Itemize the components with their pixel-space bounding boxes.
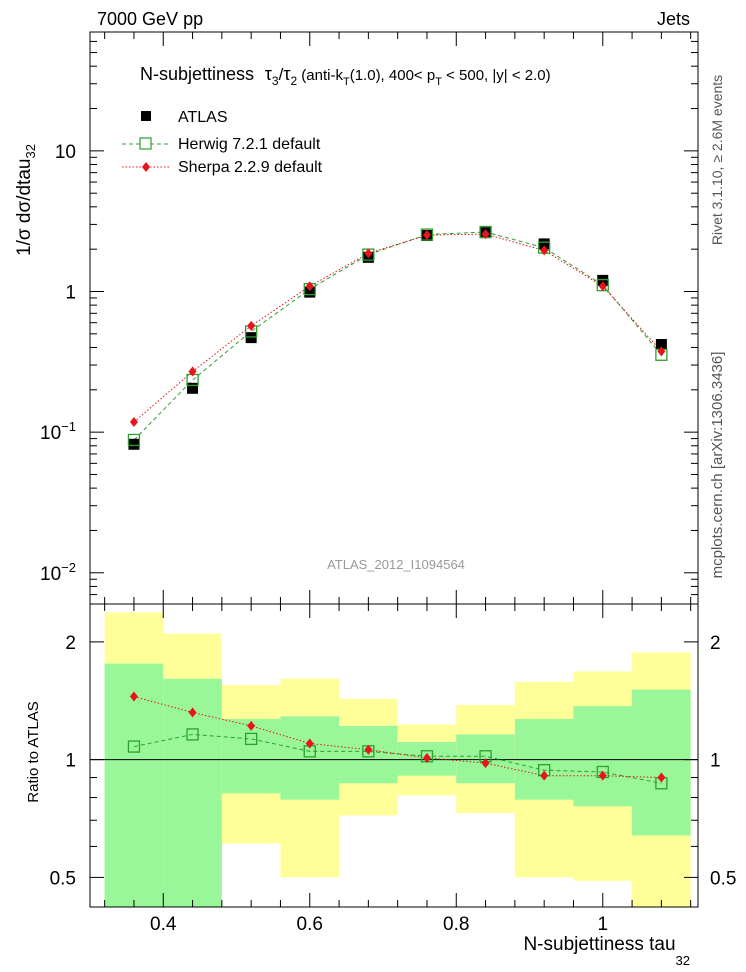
title-tau2-sub: 2 xyxy=(290,74,297,88)
ratio-line-sherpa xyxy=(133,696,662,778)
legend-label-herwig: Herwig 7.2.1 default xyxy=(178,136,321,153)
data-point-sherpa xyxy=(364,248,373,259)
data-point-atlas xyxy=(245,332,257,344)
main-y-axis-label: 1/σ dσ/dtau32 xyxy=(14,144,38,256)
inner-uncertainty-band xyxy=(573,706,633,807)
ratio-y-tick-label: 2 xyxy=(65,633,76,654)
data-point-sherpa xyxy=(598,770,607,781)
data-point-atlas xyxy=(597,274,609,286)
data-point-sherpa xyxy=(657,772,666,783)
header-process: Jets xyxy=(657,9,690,29)
data-point-herwig xyxy=(245,732,258,746)
title-name: N-subjettiness xyxy=(140,64,254,84)
data-point-herwig xyxy=(186,728,199,741)
x-tick-label: 0.6 xyxy=(297,914,323,935)
title-slash: / xyxy=(279,65,284,84)
data-point-sherpa xyxy=(540,245,549,256)
x-tick-label: 0.4 xyxy=(150,914,177,935)
data-point-sherpa xyxy=(422,752,431,763)
data-point-atlas xyxy=(128,438,140,450)
ratio-y-tick-label: 0.5 xyxy=(50,868,76,889)
data-point-sherpa xyxy=(129,691,138,702)
title-cut-2-sub: T xyxy=(435,76,442,88)
x-axis-label: N-subjettiness tau32 xyxy=(523,934,690,968)
title-cut-1-sub: T xyxy=(343,76,350,88)
y-tick-label: 10 xyxy=(55,142,76,163)
chart-title: N-subjettiness τ3/τ2 (anti-kT(1.0), 400<… xyxy=(140,64,551,88)
data-point-sherpa xyxy=(481,229,490,240)
ratio-frame xyxy=(89,603,699,908)
inner-uncertainty-band xyxy=(104,663,164,907)
legend-label-atlas: ATLAS xyxy=(178,109,228,126)
data-point-sherpa xyxy=(305,738,314,749)
ratio-panel: 0.5 0.5 1 1 2 2 0.4 0.6 0.8 1 Ratio to ATLAS N-s… xyxy=(25,603,736,968)
data-point-sherpa xyxy=(364,744,373,755)
data-point-atlas xyxy=(655,338,667,350)
ratio-y-tick-label: 1 xyxy=(65,751,76,772)
rivet-version-label: Rivet 3.1.10, ≥ 2.6M events xyxy=(709,75,725,245)
data-point-herwig xyxy=(420,228,434,241)
legend: ATLAS Herwig 7.2.1 default Sherpa 2.2.9 … xyxy=(122,109,323,176)
series-line-sherpa xyxy=(133,233,662,423)
title-tau3: τ xyxy=(265,64,272,84)
legend-label-sherpa: Sherpa 2.2.9 default xyxy=(178,159,323,176)
data-point-atlas xyxy=(538,238,550,250)
y-tick-label: 10−1 xyxy=(40,419,76,444)
y-tick-label: 1 xyxy=(65,283,76,304)
data-point-sherpa xyxy=(188,366,197,377)
data-point-sherpa xyxy=(598,281,607,292)
data-point-sherpa xyxy=(657,346,666,357)
title-cut-1: (anti-k xyxy=(297,67,343,84)
ratio-y-axis-label: Ratio to ATLAS xyxy=(25,701,42,802)
data-point-sherpa xyxy=(247,720,256,731)
legend-marker-atlas xyxy=(141,111,151,121)
title-tau3-sub: 3 xyxy=(272,74,279,88)
x-axis-label-subscript: 32 xyxy=(676,953,690,968)
data-point-sherpa xyxy=(305,281,314,292)
legend-marker-sherpa xyxy=(142,162,150,172)
title-cut-2: (1.0), 400< p xyxy=(350,67,435,84)
header-collision: 7000 GeV pp xyxy=(97,9,203,29)
inner-uncertainty-band xyxy=(632,689,691,836)
data-point-sherpa xyxy=(481,758,490,769)
analysis-id-label: ATLAS_2012_I1094564 xyxy=(327,557,465,572)
x-tick-label: 0.8 xyxy=(443,914,469,935)
data-point-sherpa xyxy=(422,230,431,241)
legend-marker-herwig xyxy=(139,137,152,150)
data-point-herwig xyxy=(127,740,141,753)
main-y-axis-label-subscript: 32 xyxy=(23,144,38,158)
y-tick-label: 10−2 xyxy=(40,560,76,585)
ratio-y-tick-label-right: 2 xyxy=(710,633,721,654)
inner-uncertainty-band xyxy=(280,716,340,800)
data-point-sherpa xyxy=(188,707,197,718)
mcplots-reference-label: mcplots.cern.ch [arXiv:1306.3436] xyxy=(709,352,726,579)
ratio-y-tick-label-right: 1 xyxy=(710,751,721,772)
title-tau2: τ xyxy=(283,64,290,84)
data-point-sherpa xyxy=(540,770,549,781)
data-point-herwig xyxy=(127,433,141,447)
series-line-herwig xyxy=(133,231,662,441)
data-point-atlas xyxy=(304,286,316,298)
data-point-atlas xyxy=(187,382,199,394)
main-panel: 10−2 10−1 1 10 1/σ dσ/dtau32 N-subjettiness… xyxy=(14,31,699,605)
ratio-y-tick-label-right: 0.5 xyxy=(710,868,736,889)
data-point-sherpa xyxy=(247,320,256,331)
title-cut-3: < 500, |y| < 2.0) xyxy=(442,67,551,84)
x-tick-label: 1 xyxy=(597,914,608,935)
data-point-sherpa xyxy=(129,417,138,428)
